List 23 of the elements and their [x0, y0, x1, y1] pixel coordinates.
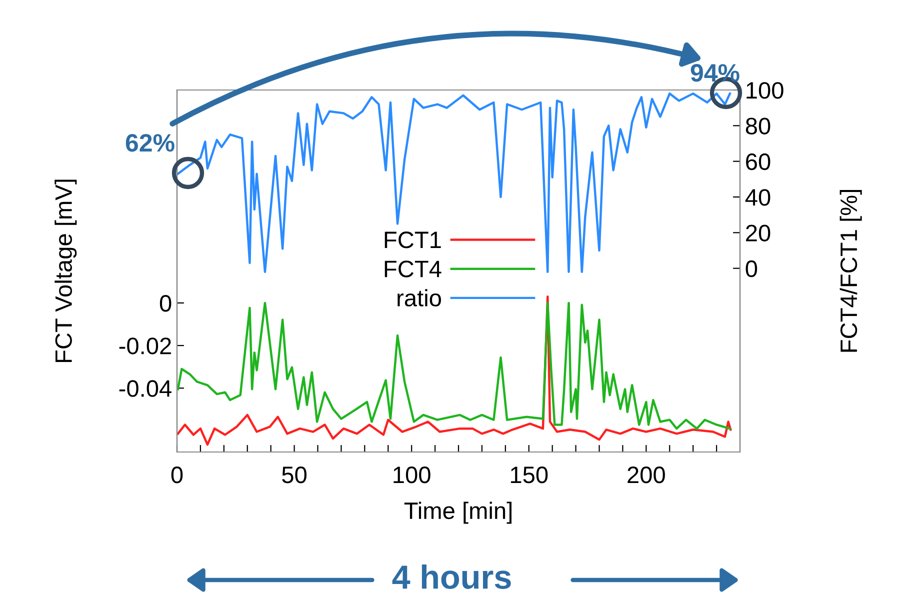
y2-tick-label: 0 [746, 260, 758, 278]
text: 4 hours [392, 564, 511, 589]
y-tick-label: -0.04 [119, 380, 172, 397]
y2-tick-label: 80 [746, 118, 770, 134]
x-tick-label: 100 [394, 466, 430, 484]
legend-label: FCT1 [384, 232, 441, 248]
y2-tick-label: 40 [745, 189, 770, 206]
x-tick-label: 200 [628, 466, 665, 484]
legend-label: ratio [398, 289, 441, 306]
x-tick-label: 0 [171, 466, 183, 484]
y2-tick-label: 20 [746, 224, 770, 242]
y2-tick-label: 100 [746, 82, 784, 99]
y-axis-title: FCT Voltage [mV] [54, 180, 77, 362]
x-tick-label: 50 [282, 466, 306, 484]
y2-tick-label: 60 [746, 153, 770, 170]
x-tick-label: 150 [510, 466, 548, 484]
y-tick-label: -0.02 [119, 338, 171, 354]
legend-label: FCT4 [384, 260, 442, 278]
text: 62% [126, 134, 174, 152]
x-axis-title: Time [min] [404, 502, 512, 524]
y2-axis-title: FCT4/FCT1 [%] [840, 190, 862, 352]
text: 94% [690, 64, 740, 82]
y-tick-label: 0 [160, 295, 172, 312]
